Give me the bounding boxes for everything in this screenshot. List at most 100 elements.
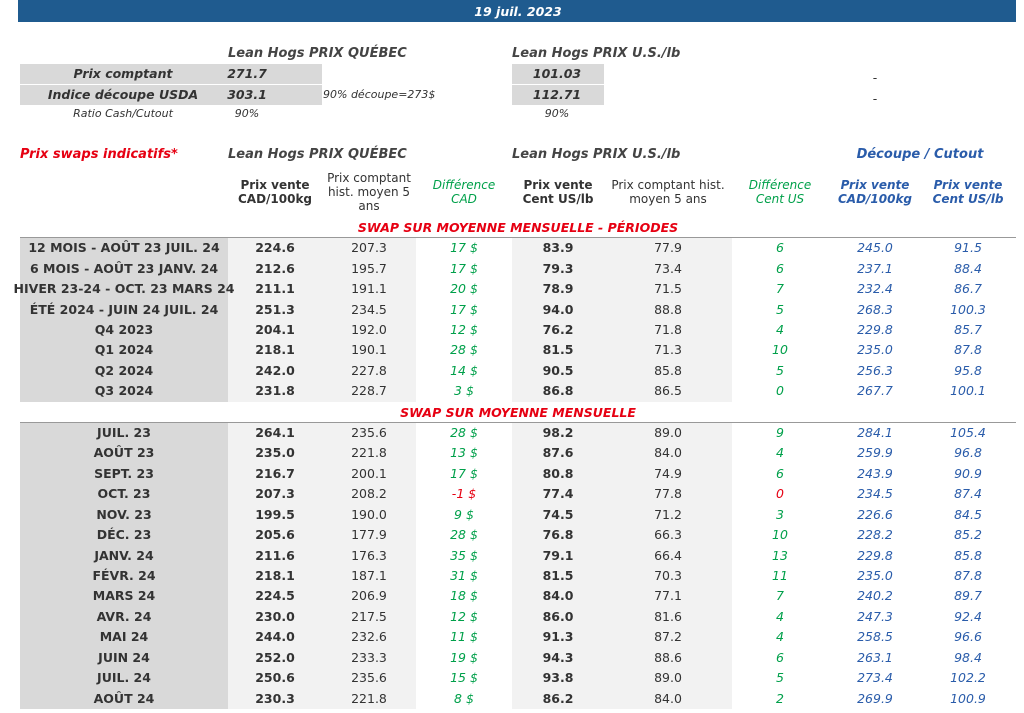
cell: 89.0: [654, 670, 682, 686]
cell: 232.4: [857, 281, 893, 297]
cell: 86.0: [542, 608, 574, 624]
cell: 93.8: [542, 670, 574, 686]
cell: 86.2: [542, 690, 574, 706]
cell: 71.8: [654, 322, 682, 338]
row-label: 12 MOIS - AOÛT 23 JUIL. 24: [28, 240, 220, 256]
cell: 100.1: [950, 383, 986, 399]
cell: 212.6: [255, 260, 295, 276]
cell: 4: [776, 629, 784, 645]
cell: 190.1: [351, 342, 387, 358]
label-col-bg: [20, 238, 228, 402]
cell: 87.8: [954, 342, 982, 358]
cell: 78.9: [542, 281, 574, 297]
row-label: MARS 24: [92, 588, 156, 604]
cell: 14 $: [450, 362, 478, 378]
cell: 71.3: [654, 342, 682, 358]
cell: 81.5: [542, 342, 574, 358]
cell: 17 $: [450, 301, 478, 317]
cell: 243.9: [857, 465, 893, 481]
cell: 12 $: [450, 322, 478, 338]
cell: 15 $: [450, 670, 478, 686]
summary-bg: [20, 64, 322, 84]
cell: 96.8: [954, 445, 982, 461]
section-title: SWAP SUR MOYENNE MENSUELLE: [400, 404, 636, 420]
us-col-bg: [512, 238, 732, 402]
cell: 77.9: [654, 240, 682, 256]
cell: 235.0: [857, 567, 893, 583]
cell: 94.3: [542, 649, 574, 665]
cell: 77.8: [654, 486, 682, 502]
cell: 240.2: [857, 588, 893, 604]
cell: 211.6: [255, 547, 295, 563]
cell: 66.3: [654, 527, 682, 543]
swaps-title: Prix swaps indicatifs*: [20, 147, 178, 162]
cell: 264.1: [255, 424, 295, 440]
cell: 17 $: [450, 465, 478, 481]
cell: 207.3: [255, 486, 295, 502]
cell: 87.2: [654, 629, 682, 645]
quebec-value: 303.1: [227, 87, 267, 102]
cell: 71.2: [654, 506, 682, 522]
cell: 208.2: [351, 486, 387, 502]
cell: 273.4: [857, 670, 893, 686]
row-label: NOV. 23: [96, 506, 152, 522]
cell: 204.1: [255, 322, 295, 338]
row-label: AOÛT 23: [93, 445, 155, 461]
column-header: Différence: [432, 178, 496, 192]
cell: 8 $: [454, 690, 474, 706]
row-label: MAI 24: [99, 629, 149, 645]
column-header: CAD/100kg: [237, 192, 313, 206]
cell: 88.6: [654, 649, 682, 665]
cell: 251.3: [255, 301, 295, 317]
cell: 28 $: [450, 342, 478, 358]
cell: 216.7: [255, 465, 295, 481]
quebec-col-bg: [228, 422, 416, 709]
cell: 7: [776, 281, 784, 297]
row-label: Q1 2024: [94, 342, 154, 358]
column-header: Prix vente: [933, 178, 1003, 192]
cell: 9 $: [454, 506, 474, 522]
cell: 218.1: [255, 342, 295, 358]
row-label: 6 MOIS - AOÛT 23 JANV. 24: [29, 260, 219, 276]
cell: 11: [772, 567, 788, 583]
cell: 35 $: [450, 547, 478, 563]
row-label: JUIL. 23: [97, 424, 151, 440]
row-label: HIVER 23-24 - OCT. 23 MARS 24: [13, 281, 235, 297]
row-label: Q4 2023: [94, 322, 154, 338]
cell: 2: [776, 690, 784, 706]
column-header: Prix vente: [523, 178, 593, 192]
summary-bg: [20, 85, 322, 105]
cell: 76.8: [542, 527, 574, 543]
cell: 84.0: [654, 690, 682, 706]
cell: 192.0: [351, 322, 387, 338]
cell: 191.1: [351, 281, 387, 297]
cell: 86.7: [954, 281, 982, 297]
cell: 102.2: [950, 670, 986, 686]
cell: 11 $: [450, 629, 478, 645]
cutout-value: -: [872, 91, 878, 106]
cutout-title: Découpe / Cutout: [856, 147, 984, 162]
row-label: AOÛT 24: [93, 690, 155, 706]
cell: 84.5: [954, 506, 982, 522]
cell: 207.3: [351, 240, 387, 256]
row-label: Q3 2024: [94, 383, 154, 399]
cell: 258.5: [857, 629, 893, 645]
cell: 100.3: [950, 301, 986, 317]
cell: 28 $: [450, 527, 478, 543]
quebec-value: 271.7: [227, 66, 267, 81]
cell: 87.6: [542, 445, 574, 461]
cell: 5: [776, 362, 784, 378]
cell: 263.1: [857, 649, 893, 665]
column-header: moyen 5 ans: [629, 192, 707, 206]
cell: 12 $: [450, 608, 478, 624]
row-label: Q2 2024: [94, 362, 154, 378]
us-value: 101.03: [532, 66, 582, 81]
cell: 234.5: [351, 301, 387, 317]
cell: 5: [776, 301, 784, 317]
summary-bg: [512, 85, 604, 105]
cutout-value: -: [872, 70, 878, 85]
cell: 6: [776, 649, 784, 665]
cell: 91.3: [542, 629, 574, 645]
cell: 74.9: [654, 465, 682, 481]
cell: 229.8: [857, 322, 893, 338]
